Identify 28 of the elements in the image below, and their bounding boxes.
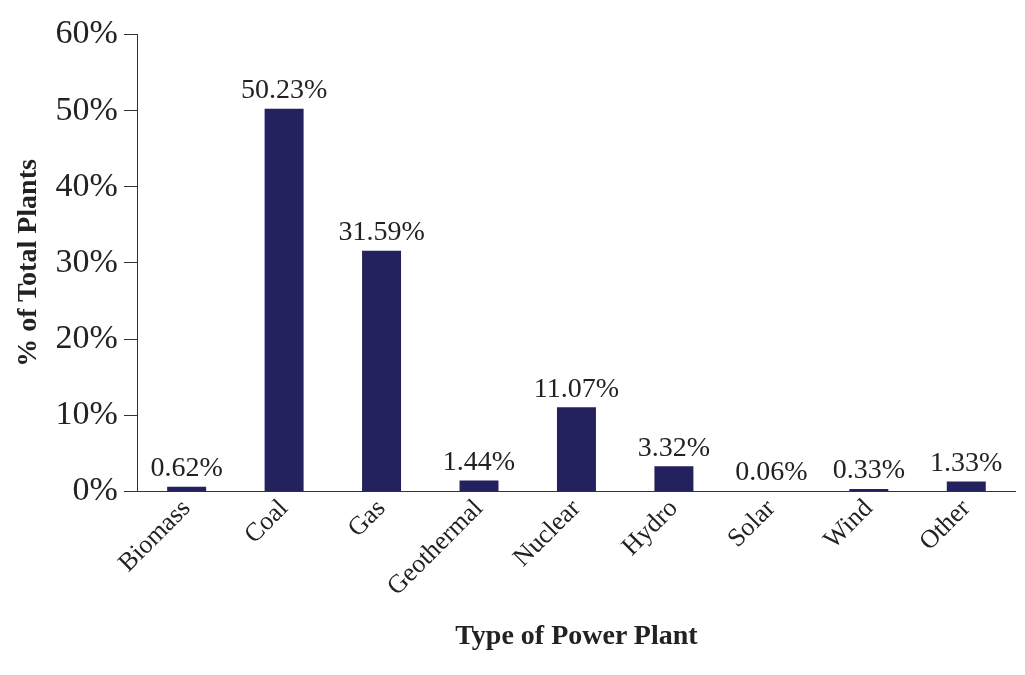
y-tick-label: 60% [55,13,118,51]
y-tick-label: 40% [55,165,118,203]
y-tick-label: 20% [55,318,118,356]
bar [459,480,499,492]
data-label: 50.23% [240,73,328,105]
y-tick-label: 30% [55,241,118,279]
bar [362,250,402,492]
bar [167,486,207,492]
data-label: 1.33% [930,445,1003,477]
data-label: 0.62% [150,451,223,483]
data-label: 0.33% [832,453,905,485]
y-tick-label: 10% [55,394,118,432]
x-tick-label: Gas [341,493,391,543]
bar [946,481,986,492]
data-label: 3.32% [637,430,711,462]
y-axis-title: % of Total Plants [11,159,43,367]
y-tick-label: 0% [72,470,118,508]
data-label: 1.44% [442,444,516,476]
data-label: 0.06% [735,455,808,487]
bar [849,489,889,492]
y-tick-label: 50% [55,89,118,127]
data-label: 11.07% [533,371,620,403]
x-axis-title: Type of Power Plant [455,619,699,651]
data-label: 31.59% [338,215,425,247]
bar [556,407,596,492]
bar [654,466,694,492]
bar [264,108,304,492]
x-tick-label: Coal [237,493,294,549]
